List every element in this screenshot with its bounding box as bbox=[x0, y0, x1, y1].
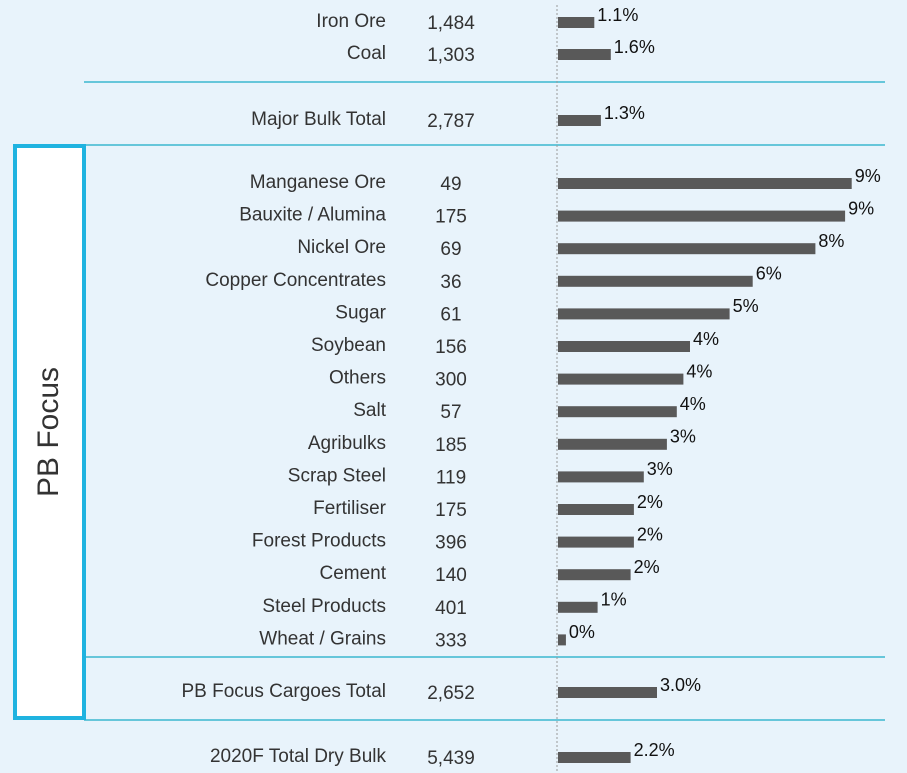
category-label: Sugar bbox=[335, 302, 386, 323]
value-label: 6% bbox=[756, 264, 782, 284]
bar bbox=[558, 471, 644, 483]
category-label: Coal bbox=[347, 43, 386, 64]
bar bbox=[558, 243, 816, 255]
value-label: 8% bbox=[818, 231, 844, 251]
volume-label: 185 bbox=[435, 435, 467, 456]
volume-label: 69 bbox=[440, 239, 461, 260]
volume-label: 119 bbox=[436, 467, 466, 488]
volume-label: 156 bbox=[435, 337, 467, 358]
bar bbox=[558, 17, 595, 28]
volume-label: 61 bbox=[440, 304, 461, 325]
volume-label: 49 bbox=[440, 174, 461, 195]
category-label: Iron Ore bbox=[316, 11, 386, 32]
value-label: 1.3% bbox=[604, 103, 645, 123]
category-label: Fertiliser bbox=[313, 498, 387, 519]
bar bbox=[558, 438, 667, 450]
volume-label: 1,484 bbox=[427, 13, 475, 34]
volume-label: 36 bbox=[440, 272, 461, 293]
value-label: 0% bbox=[569, 622, 595, 642]
category-label: Copper Concentrates bbox=[205, 270, 386, 291]
value-label: 3% bbox=[670, 427, 696, 447]
volume-label: 175 bbox=[435, 207, 467, 228]
value-label: 2% bbox=[634, 557, 660, 577]
volume-label: 333 bbox=[435, 630, 467, 651]
bar bbox=[558, 341, 690, 352]
volume-label: 396 bbox=[435, 533, 467, 554]
value-label: 1.6% bbox=[614, 37, 655, 57]
volume-label: 175 bbox=[435, 500, 467, 521]
value-label: 4% bbox=[693, 329, 719, 349]
group-box bbox=[13, 144, 86, 720]
category-label: 2020F Total Dry Bulk bbox=[210, 746, 387, 767]
bar bbox=[558, 115, 601, 126]
category-label: Soybean bbox=[311, 335, 386, 356]
value-label: 5% bbox=[733, 296, 759, 316]
bar bbox=[558, 504, 634, 515]
category-label: Scrap Steel bbox=[288, 465, 386, 486]
value-label: 9% bbox=[855, 166, 881, 186]
category-label: Steel Products bbox=[262, 596, 386, 617]
category-label: Wheat / Grains bbox=[259, 628, 386, 649]
bar bbox=[558, 210, 846, 222]
value-label: 3% bbox=[647, 459, 673, 479]
bar bbox=[558, 634, 566, 646]
category-label: Agribulks bbox=[308, 433, 386, 454]
bar bbox=[558, 569, 631, 581]
volume-label: 401 bbox=[435, 598, 467, 619]
bar bbox=[558, 687, 657, 698]
value-label: 3.0% bbox=[660, 675, 701, 695]
value-label: 4% bbox=[686, 361, 712, 381]
category-label: Forest Products bbox=[252, 531, 386, 552]
volume-label: 140 bbox=[435, 565, 467, 586]
volume-label: 2,652 bbox=[427, 683, 475, 704]
bar bbox=[558, 406, 677, 418]
category-label: Others bbox=[329, 368, 386, 389]
volume-label: 2,787 bbox=[427, 111, 475, 132]
value-label: 1.1% bbox=[597, 5, 638, 25]
bar bbox=[558, 275, 753, 287]
bar bbox=[558, 373, 684, 385]
value-label: 2.2% bbox=[634, 740, 675, 760]
bar bbox=[558, 752, 631, 763]
value-label: 1% bbox=[601, 590, 627, 610]
bar bbox=[558, 536, 634, 548]
category-label: Bauxite / Alumina bbox=[239, 205, 386, 226]
value-label: 9% bbox=[848, 198, 874, 218]
value-label: 2% bbox=[637, 492, 663, 512]
volume-label: 300 bbox=[435, 370, 467, 391]
volume-label: 1,303 bbox=[427, 45, 475, 66]
value-label: 4% bbox=[680, 394, 706, 414]
category-label: Manganese Ore bbox=[250, 172, 386, 193]
group-label: PB Focus bbox=[32, 367, 65, 497]
category-label: Cement bbox=[319, 563, 386, 584]
value-label: 2% bbox=[637, 524, 663, 544]
bar bbox=[558, 49, 611, 60]
volume-label: 57 bbox=[440, 402, 461, 423]
bar bbox=[558, 601, 598, 613]
volume-label: 5,439 bbox=[427, 748, 475, 769]
category-label: Major Bulk Total bbox=[251, 109, 386, 130]
category-label: Salt bbox=[353, 400, 386, 421]
category-label: Nickel Ore bbox=[297, 237, 386, 258]
bar bbox=[558, 308, 730, 320]
category-label: PB Focus Cargoes Total bbox=[181, 681, 386, 702]
bar bbox=[558, 178, 852, 189]
